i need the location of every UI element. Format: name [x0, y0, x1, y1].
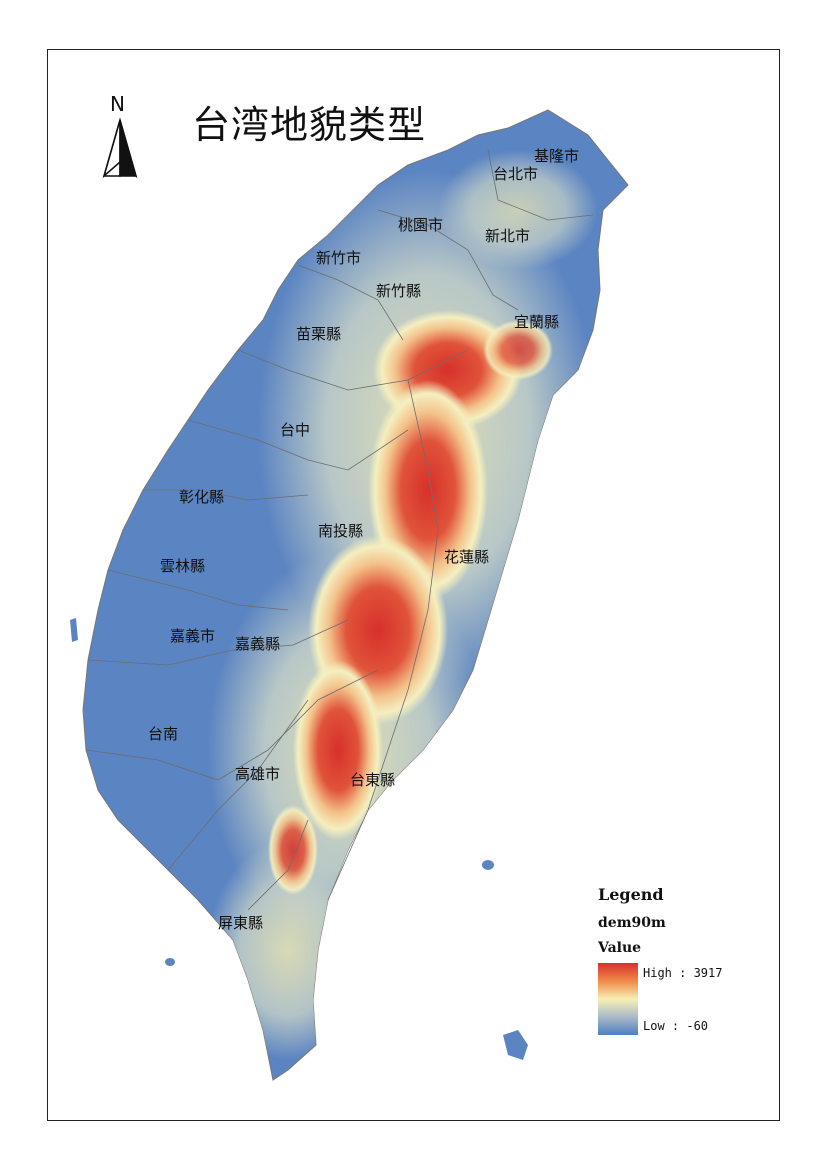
- label-taitung: 台東縣: [350, 771, 396, 789]
- label-pingtung: 屏東縣: [218, 914, 264, 932]
- label-taoyuan: 桃園市: [398, 216, 444, 234]
- green-island: [482, 860, 494, 870]
- legend-high-label: High : 3917: [643, 966, 723, 980]
- penghu-fragment: [70, 618, 78, 642]
- county-boundaries: [85, 149, 594, 911]
- north-arrow-icon: [102, 117, 138, 179]
- label-kaohsiung: 高雄市: [235, 765, 281, 783]
- label-miaoli: 苗栗縣: [296, 325, 342, 343]
- label-yunlin: 雲林縣: [160, 557, 206, 575]
- orchid-island: [503, 1030, 528, 1060]
- legend-low-label: Low : -60: [643, 1019, 709, 1033]
- legend-field-name: Value: [598, 940, 642, 956]
- map-frame: [47, 49, 780, 1121]
- legend-title: Legend: [598, 885, 664, 904]
- label-chiayi-county: 嘉義縣: [235, 635, 281, 653]
- label-new-taipei: 新北市: [485, 227, 531, 245]
- label-chiayi-city: 嘉義市: [170, 627, 216, 645]
- label-changhua: 彰化縣: [179, 488, 225, 506]
- legend-color-ramp: [598, 963, 638, 1035]
- legend-layer-name: dem90m: [598, 915, 666, 931]
- label-keelung: 基隆市: [534, 147, 580, 165]
- label-tainan: 台南: [148, 725, 179, 743]
- label-hualien: 花蓮縣: [444, 548, 490, 566]
- label-hsinchu-city: 新竹市: [316, 249, 362, 267]
- label-taichung: 台中: [280, 421, 311, 439]
- elevation-map: [70, 109, 629, 1081]
- liuqiu-island: [165, 958, 175, 966]
- label-yilan: 宜蘭縣: [514, 313, 560, 331]
- label-nantou: 南投縣: [318, 522, 364, 540]
- label-hsinchu-county: 新竹縣: [376, 282, 422, 300]
- label-taipei: 台北市: [493, 165, 539, 183]
- north-letter: N: [110, 92, 125, 116]
- map-title: 台湾地貌类型: [192, 103, 427, 147]
